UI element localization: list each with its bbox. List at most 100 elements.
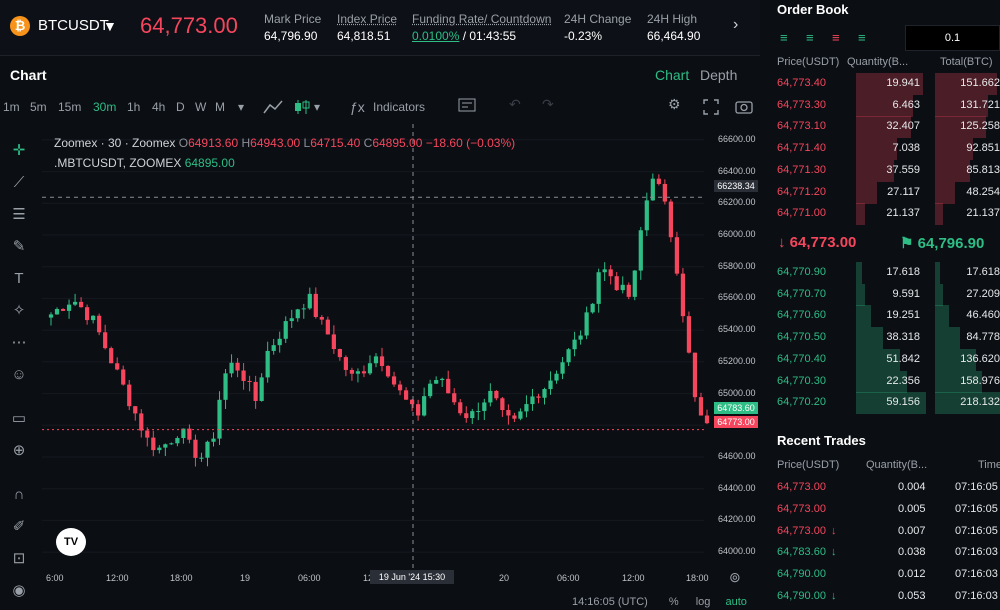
candle-body (494, 390, 499, 399)
order-book-row[interactable]: 64,770.40 51.842 136.620 (777, 348, 1000, 371)
candle-body (289, 318, 294, 322)
tradingview-logo[interactable]: TV (56, 528, 86, 556)
funding-rate-value[interactable]: 0.0100% (412, 29, 460, 43)
candle-body (145, 430, 150, 438)
trade-row: 64,773.00 ↓ 0.007 07:16:05 (777, 521, 1000, 543)
order-book-row[interactable]: 64,773.30 6.463 131.721 (777, 94, 1000, 117)
mid-mark-price: ⚑ 64,796.90 (900, 235, 985, 252)
y-axis-tick: 66400.00 (718, 165, 756, 176)
emoji-icon[interactable]: ☺ (11, 366, 27, 383)
book-asks-icon[interactable]: ≡ (832, 30, 840, 45)
candle-body (223, 373, 228, 400)
funding-rate-stat[interactable]: Funding Rate/ Countdown 0.0100% / 01:43:… (412, 12, 551, 43)
timeframe-15m[interactable]: 15m (58, 100, 82, 114)
text-tool-icon[interactable]: T (14, 270, 24, 287)
ob-price: 64,770.40 (777, 352, 826, 365)
pattern-icon[interactable]: ✧ (12, 302, 26, 319)
stat-value: -0.23% (564, 29, 603, 43)
eye-icon[interactable]: ◉ (12, 582, 26, 599)
order-book-row[interactable]: 64,770.30 22.356 158.976 (777, 370, 1000, 393)
book-bids-icon[interactable]: ≡ (806, 30, 814, 45)
lock-icon[interactable]: ⊡ (12, 550, 26, 567)
order-book-row[interactable]: 64,771.20 27.117 48.254 (777, 181, 1000, 204)
auto-toggle[interactable]: auto (725, 596, 747, 608)
candle-body (343, 357, 349, 370)
ohlc-legend: Zoomex · 30 · Zoomex O64913.60 H64943.00… (54, 136, 515, 150)
order-book-row[interactable]: 64,771.40 7.038 92.851 (777, 138, 1000, 161)
tick-size-select[interactable]: 0.1 (905, 25, 1000, 51)
chevron-down-icon[interactable]: ▾ (314, 100, 321, 114)
x-axis-tick: 06:00 (557, 573, 580, 583)
redo-icon[interactable]: ↷ (542, 96, 554, 112)
depth-bar (935, 138, 973, 161)
magnet-icon[interactable]: ∩ (13, 486, 25, 503)
order-book-row[interactable]: 64,773.40 19.941 151.662 (777, 73, 1000, 95)
chart-settings-icon[interactable]: ⊚ (729, 569, 741, 585)
book-grouped-icon[interactable]: ≡ (858, 30, 866, 45)
undo-icon[interactable]: ↶ (509, 96, 521, 112)
camera-icon[interactable] (734, 98, 754, 116)
timeframe-30m[interactable]: 30m (93, 100, 117, 114)
order-book-row[interactable]: 64,770.90 17.618 17.618 (777, 262, 1000, 284)
y-axis-tick: 64200.00 (718, 514, 756, 525)
symbol-selector[interactable]: BTCUSDT (38, 17, 109, 34)
percent-toggle[interactable]: % (668, 596, 679, 608)
timeframe-1h[interactable]: 1h (127, 100, 141, 114)
timeframe-1m[interactable]: 1m (3, 100, 20, 114)
book-both-icon[interactable]: ≡ (780, 30, 788, 45)
candle-body (476, 410, 481, 412)
stat-label[interactable]: Index Price (337, 12, 398, 26)
trend-line-icon[interactable]: ⟋ (13, 174, 25, 191)
chevron-right-icon[interactable]: › (733, 16, 739, 33)
chevron-down-icon[interactable]: ▼ (103, 18, 117, 34)
ob-total: 158.976 (960, 374, 1000, 387)
order-book-row[interactable]: 64,770.60 19.251 46.460 (777, 305, 1000, 328)
indicators-button[interactable]: Indicators (373, 100, 426, 114)
timeframe-d[interactable]: D (176, 100, 185, 114)
timeframe-5m[interactable]: 5m (30, 100, 47, 114)
timeframe-m[interactable]: M (215, 100, 225, 114)
tab-chart[interactable]: Chart (655, 67, 690, 83)
order-book-row[interactable]: 64,771.00 21.137 21.137 (777, 203, 1000, 226)
chart-panel-title: Chart (10, 67, 47, 83)
projection-icon[interactable]: ⋯ (11, 334, 27, 351)
utc-clock: 14:16:05 (UTC) (572, 596, 648, 608)
candle-body (169, 443, 174, 445)
candlestick-icon[interactable] (292, 98, 312, 116)
ob-quantity: 19.251 (886, 309, 920, 322)
order-book-row[interactable]: 64,770.70 9.591 27.209 (777, 283, 1000, 306)
order-book-row[interactable]: 64,770.20 59.156 218.132 (777, 392, 1000, 415)
horizontal-lines-icon[interactable]: ☰ (12, 206, 26, 223)
timeframe-w[interactable]: W (195, 100, 207, 114)
line-chart-icon[interactable] (262, 98, 284, 116)
x-axis-tick: 12 (363, 573, 374, 583)
timeframe-4h[interactable]: 4h (152, 100, 166, 114)
tab-depth[interactable]: Depth (700, 67, 738, 83)
candle-body (620, 284, 625, 291)
templates-icon[interactable] (458, 97, 480, 115)
fullscreen-icon[interactable] (703, 99, 719, 115)
candle-body (464, 413, 469, 419)
indicators-icon[interactable]: ƒx (350, 99, 365, 115)
index-price-stat[interactable]: Index Price 64,818.51 (337, 12, 397, 43)
order-book-row[interactable]: 64,771.30 37.559 85.813 (777, 159, 1000, 182)
legend-c-label: C (363, 136, 373, 150)
order-book-row[interactable]: 64,770.50 38.318 84.778 (777, 327, 1000, 350)
log-toggle[interactable]: log (695, 596, 711, 608)
ruler-icon[interactable]: ▭ (11, 410, 27, 427)
crosshair-icon[interactable]: ✛ (12, 142, 26, 159)
settings-icon[interactable]: ⚙ (668, 96, 681, 112)
candle-body (54, 308, 60, 315)
candle-body (680, 273, 686, 317)
candle-body (331, 334, 336, 350)
candlestick-chart[interactable] (42, 124, 712, 568)
candle-body (650, 178, 655, 201)
candle-body (440, 378, 445, 381)
stat-label[interactable]: Funding Rate/ Countdown (412, 12, 552, 26)
brush-icon[interactable]: ✎ (12, 238, 26, 255)
zoom-in-icon[interactable]: ⊕ (12, 442, 26, 459)
order-book-row[interactable]: 64,773.10 32.407 125.258 (777, 116, 1000, 139)
chevron-down-icon[interactable]: ▾ (238, 100, 245, 114)
pencil-lock-icon[interactable]: ✐ (12, 518, 26, 535)
stat-label: Mark Price (264, 12, 322, 26)
